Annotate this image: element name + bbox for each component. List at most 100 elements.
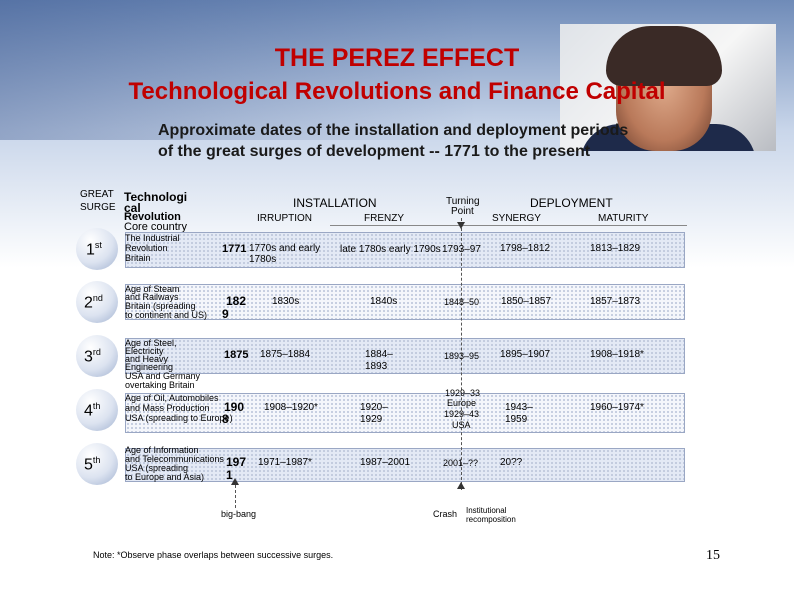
big-bang-year-3: 1875: [224, 349, 249, 361]
turning-4-line-3: 1929–43: [444, 409, 480, 419]
rev-4-line-3: USA (spreading to Europe): [125, 413, 233, 423]
turning-point-line: [461, 218, 462, 490]
header-maturity: MATURITY: [598, 213, 649, 224]
header-tech-2: cal: [124, 201, 141, 215]
rev-5-line-2: and Telecommunications: [125, 454, 224, 464]
maturity-4: 1960–1974*: [590, 402, 644, 413]
frenzy-2: 1840s: [370, 296, 398, 307]
surge-number-5: 5th: [84, 455, 100, 474]
surge-num-4: 4: [84, 402, 93, 420]
rev-2-line-1: Age of Steam: [125, 284, 180, 294]
surge-ball-5: [76, 443, 118, 485]
surge-number-3: 3rd: [84, 347, 101, 366]
rev-3-line-1: Age of Steel,: [125, 338, 177, 348]
big-bang-line: [235, 480, 236, 508]
crash-arrow: [457, 482, 465, 489]
header-turning: Turning: [446, 196, 480, 207]
rev-5-line-3: USA (spreading: [125, 463, 189, 473]
big-bang-arrow: [231, 478, 239, 485]
surge-band-4: [125, 393, 685, 433]
photo-hair: [606, 26, 722, 86]
header-rule: [330, 225, 687, 227]
rev-2-line-4: to continent and US): [125, 310, 208, 320]
inst-label-1: Institutional: [466, 506, 507, 515]
frenzy-1: late 1780s early 1790s: [340, 244, 441, 255]
irruption-1-line-1: 1770s and early: [249, 243, 321, 254]
frenzy-4-line-2: 1929: [360, 414, 383, 425]
big-bang-year-4a: 190: [224, 400, 245, 414]
header-tech-1: Technologi: [124, 190, 188, 204]
synergy-1: 1798–1812: [500, 243, 551, 254]
header-synergy: SYNERGY: [492, 213, 541, 224]
turning-4-line-2: Europe: [447, 398, 477, 408]
rev-5-line-1: Age of Information: [125, 445, 199, 455]
header-irruption: IRRUPTION: [257, 213, 312, 224]
rev-1-line-1: The Industrial: [125, 233, 180, 243]
turning-3: 1893–95: [444, 351, 480, 361]
irruption-2: 1830s: [272, 296, 300, 307]
turning-arrow-down: [457, 222, 465, 229]
turning-4-line-4: USA: [452, 420, 471, 430]
header-frenzy: FRENZY: [364, 213, 404, 224]
surge-band-5: [125, 448, 685, 482]
synergy-4-line-2: 1959: [505, 414, 528, 425]
rev-1-line-3: Britain: [125, 253, 151, 263]
rev-5-line-4: to Europe and Asia): [125, 472, 205, 482]
maturity-2: 1857–1873: [590, 296, 641, 307]
surge-band-2: [125, 284, 685, 320]
surge-num-3: 3: [84, 348, 93, 366]
big-bang-year-2a: 182: [226, 294, 247, 308]
header-tech-3: Revolution: [124, 211, 181, 223]
header-core-country: Core country: [124, 221, 187, 233]
frenzy-5: 1987–2001: [360, 457, 411, 468]
rev-2-line-2: and Railways: [125, 292, 179, 302]
big-bang-year-1: 1771: [222, 243, 247, 255]
rev-3-line-2: Electricity: [125, 346, 164, 356]
rev-3-line-3: and Heavy: [125, 354, 169, 364]
turning-1: 1793–97: [442, 244, 481, 255]
slide-title-line2: Technological Revolutions and Finance Ca…: [128, 78, 666, 105]
header-surge: SURGE: [80, 202, 116, 213]
footnote: Note: *Observe phase overlaps between su…: [93, 550, 334, 560]
slide-subtitle: Approximate dates of the installation an…: [158, 120, 758, 162]
turning-4-line-1: 1929–33: [445, 388, 481, 398]
surge-ord-3: rd: [92, 347, 101, 357]
big-bang-year-5a: 197: [226, 455, 247, 469]
presenter-photo: [560, 24, 776, 151]
slide-title-line1: THE PEREZ EFFECT: [274, 44, 520, 72]
frenzy-3-line-2: 1893: [365, 361, 388, 372]
turning-2: 1848–50: [444, 297, 480, 307]
synergy-2: 1850–1857: [501, 296, 552, 307]
rev-2-line-3: Britain (spreading: [125, 301, 196, 311]
big-bang-year-4b: 8: [222, 412, 229, 426]
maturity-3: 1908–1918*: [590, 349, 644, 360]
surge-ball-1: [76, 228, 118, 270]
irruption-3: 1875–1884: [260, 349, 311, 360]
irruption-4: 1908–1920*: [264, 402, 318, 413]
rev-3-line-5: USA and Germany: [125, 371, 201, 381]
subtitle-line2: of the great surges of development -- 17…: [158, 143, 591, 160]
irruption-5: 1971–1987*: [258, 457, 312, 468]
surge-ord-2: nd: [92, 293, 103, 303]
surge-ball-3: [76, 335, 118, 377]
rev-3-line-6: overtaking Britain: [125, 380, 195, 390]
big-bang-year-2b: 9: [222, 307, 229, 321]
frenzy-3-line-1: 1884–: [365, 349, 393, 360]
inst-label-2: recomposition: [466, 515, 516, 524]
header-great: GREAT: [80, 189, 114, 200]
synergy-5: 20??: [500, 457, 523, 468]
header-point: Point: [451, 206, 474, 217]
rev-4-line-2: and Mass Production: [125, 403, 210, 413]
subtitle-line1: Approximate dates of the installation an…: [158, 122, 629, 139]
surge-num-2: 2: [84, 294, 93, 312]
big-bang-label: big-bang: [221, 509, 257, 519]
surge-num-1: 1: [86, 241, 95, 259]
surge-number-2: 2nd: [84, 293, 103, 312]
rev-1-line-2: Revolution: [125, 243, 168, 253]
rev-3-line-4: Engineering: [125, 362, 174, 372]
surge-ball-4: [76, 389, 118, 431]
surge-num-5: 5: [84, 456, 93, 474]
synergy-3: 1895–1907: [500, 349, 551, 360]
rev-4-line-1: Age of Oil, Automobiles: [125, 393, 219, 403]
page-number: 15: [706, 548, 720, 563]
